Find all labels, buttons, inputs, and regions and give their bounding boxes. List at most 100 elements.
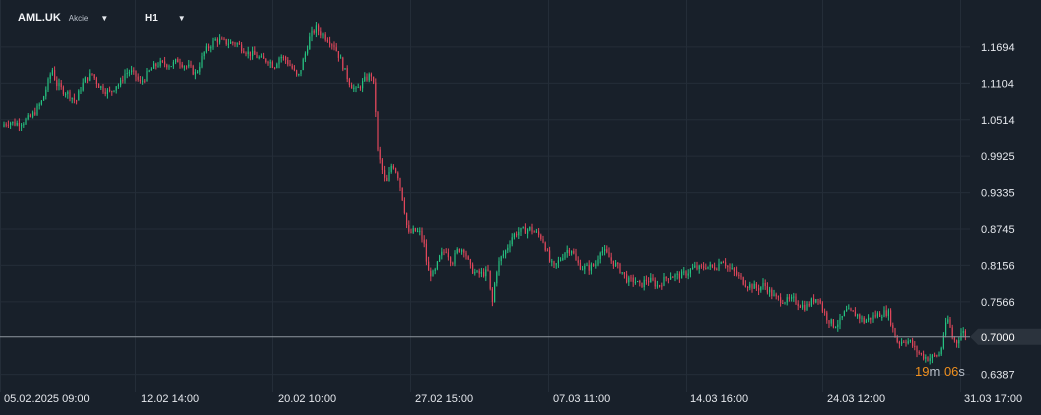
candle-body	[106, 89, 108, 95]
candle-body	[848, 308, 850, 310]
candle-body	[439, 255, 441, 262]
x-tick-label: 12.02 14:00	[141, 393, 199, 405]
candle-body	[938, 354, 940, 356]
candle-body	[685, 271, 687, 276]
candle-body	[128, 72, 130, 74]
timeframe-selector[interactable]: H1 ▼	[145, 8, 186, 28]
candle-body	[604, 249, 606, 251]
candle-body	[447, 252, 449, 258]
candle-body	[505, 250, 507, 255]
candle-body	[584, 265, 586, 270]
candle-body	[172, 62, 174, 67]
candle-body	[619, 263, 621, 273]
candle-body	[113, 90, 115, 92]
candle-body	[502, 254, 504, 257]
candle-body	[544, 242, 546, 251]
candle-body	[249, 51, 251, 57]
candle-body	[773, 294, 775, 297]
candle-body	[744, 284, 746, 287]
candle-body	[894, 328, 896, 338]
candle-body	[335, 47, 337, 52]
candle-body	[260, 56, 262, 58]
candle-body	[696, 265, 698, 270]
candle-body	[546, 250, 548, 252]
candle-body	[857, 314, 859, 317]
candle-body	[912, 340, 914, 346]
candle-body	[500, 256, 502, 262]
candle-body	[300, 70, 302, 75]
candle-body	[379, 149, 381, 160]
candle-body	[927, 357, 929, 362]
candle-body	[568, 249, 570, 254]
candle-body	[689, 269, 691, 274]
candle-body	[302, 59, 304, 71]
candle-body	[403, 200, 405, 213]
candle-body	[333, 44, 335, 48]
candle-body	[835, 327, 837, 329]
candle-body	[632, 277, 634, 282]
candle-body	[56, 80, 58, 87]
candle-body	[850, 308, 852, 311]
candle-body	[192, 65, 194, 75]
candle-body	[535, 231, 537, 233]
candle-body	[285, 56, 287, 61]
candle-body	[626, 274, 628, 283]
candle-body	[67, 91, 69, 95]
candle-body	[381, 159, 383, 171]
candle-body	[89, 73, 91, 81]
candle-body	[102, 86, 104, 92]
candle-body	[238, 43, 240, 45]
candle-body	[170, 66, 172, 68]
candle-body	[159, 60, 161, 66]
candle-body	[731, 268, 733, 270]
candle-body	[934, 354, 936, 356]
candle-body	[214, 39, 216, 41]
candle-body	[645, 279, 647, 282]
candle-body	[329, 41, 331, 45]
candle-body	[674, 274, 676, 278]
candle-body	[318, 25, 320, 32]
candle-body	[289, 64, 291, 66]
candle-body	[575, 253, 577, 261]
candle-body	[373, 76, 375, 83]
candle-body	[615, 263, 617, 267]
candle-body	[221, 38, 223, 40]
candle-body	[601, 250, 603, 253]
candle-body	[181, 64, 183, 68]
candle-body	[142, 80, 144, 82]
candle-body	[252, 50, 254, 57]
candle-body	[243, 51, 245, 53]
candle-body	[901, 341, 903, 344]
candle-body	[623, 272, 625, 275]
candle-body	[769, 289, 771, 293]
candle-body	[940, 347, 942, 355]
candle-countdown: 19m 06s	[915, 364, 965, 379]
candle-body	[434, 269, 436, 271]
symbol-dropdown-caret-icon[interactable]: ▼	[100, 13, 109, 23]
candle-body	[62, 87, 64, 95]
candle-body	[663, 276, 665, 286]
candle-body	[962, 330, 964, 334]
symbol-selector[interactable]: AML.UK Akcie ▼	[18, 8, 108, 28]
candle-body	[813, 298, 815, 303]
current-price-tag	[970, 328, 1041, 345]
candle-body	[155, 63, 157, 67]
candle-body	[29, 115, 31, 117]
candle-body	[386, 177, 388, 182]
candle-body	[461, 249, 463, 252]
candle-body	[476, 270, 478, 272]
candle-body	[621, 272, 623, 274]
candle-body	[667, 278, 669, 280]
candle-body	[639, 281, 641, 283]
candle-body	[175, 59, 177, 63]
candle-body	[340, 57, 342, 59]
candle-body	[806, 304, 808, 311]
candle-body	[725, 262, 727, 266]
candle-body	[876, 313, 878, 317]
candle-body	[738, 274, 740, 276]
candle-body	[641, 282, 643, 288]
y-tick-label: 1.1694	[981, 42, 1015, 54]
timeframe-dropdown-caret-icon[interactable]: ▼	[177, 13, 186, 23]
candle-body	[282, 56, 284, 58]
